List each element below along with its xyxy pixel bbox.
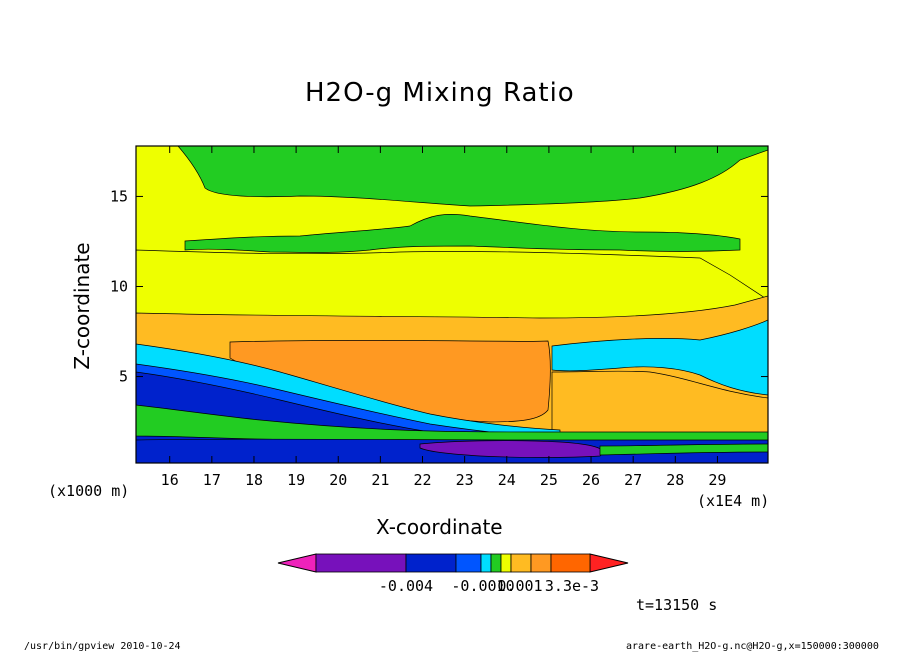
colorbar-label: -0.0010 xyxy=(451,577,514,595)
colorbar-segment xyxy=(315,553,407,573)
colorbar-label: 0.001 xyxy=(497,577,542,595)
x-tick-label: 21 xyxy=(371,471,389,489)
colorbar-over-arrow xyxy=(589,553,629,573)
x-tick-label: 20 xyxy=(329,471,347,489)
colorbar-under-arrow xyxy=(277,553,317,573)
x-tick-label: 25 xyxy=(540,471,558,489)
colorbar-segment xyxy=(500,553,512,573)
x-tick-label: 16 xyxy=(161,471,179,489)
x-tick-label: 17 xyxy=(203,471,221,489)
colorbar-segment xyxy=(550,553,591,573)
colorbar-segment xyxy=(405,553,457,573)
x-tick-label: 29 xyxy=(708,471,726,489)
x-tick-label: 23 xyxy=(456,471,474,489)
x-tick-label: 27 xyxy=(624,471,642,489)
plot-frame xyxy=(135,145,769,464)
x-tick-label: 18 xyxy=(245,471,263,489)
x-axis-label: X-coordinate xyxy=(376,515,503,539)
x-tick-label: 22 xyxy=(413,471,431,489)
chart-title: H2O-g Mixing Ratio xyxy=(305,78,575,108)
y-axis-label: Z-coordinate xyxy=(70,242,94,370)
colorbar-segment xyxy=(510,553,532,573)
x-tick-label: 28 xyxy=(666,471,684,489)
region-mid-green-band xyxy=(184,213,741,253)
y-tick-label: 15 xyxy=(110,187,128,205)
x-tick-label: 24 xyxy=(498,471,516,489)
axis-ticks: 16 17 18 19 20 21 22 23 24 25 26 27 28 29 5 10 15 xyxy=(110,146,768,489)
footer-left: /usr/bin/gpview 2010-10-24 xyxy=(24,641,181,652)
colorbar-segment xyxy=(455,553,482,573)
colorbar-label: 3.3e-3 xyxy=(545,577,599,595)
time-label: t=13150 s xyxy=(636,596,718,614)
x-tick-label: 19 xyxy=(287,471,305,489)
y-tick-label: 5 xyxy=(119,368,128,386)
y-tick-label: 10 xyxy=(110,277,128,295)
region-cyan-right xyxy=(551,319,768,396)
region-bottom-purple xyxy=(419,440,603,458)
footer-right: arare-earth_H2O-g.nc@H2O-g,x=150000:3000… xyxy=(626,641,879,652)
contour-field xyxy=(136,146,768,463)
colorbar-segment xyxy=(490,553,502,573)
colorbar-segment xyxy=(480,553,492,573)
region-bottom-green-right xyxy=(599,443,768,456)
y-scale-note: (x1000 m) xyxy=(48,482,130,500)
colorbar-label: -0.004 xyxy=(379,577,433,595)
x-tick-label: 26 xyxy=(582,471,600,489)
colorbar-segment xyxy=(530,553,552,573)
x-scale-note: (x1E4 m) xyxy=(697,492,770,510)
region-green-strip xyxy=(136,404,768,447)
